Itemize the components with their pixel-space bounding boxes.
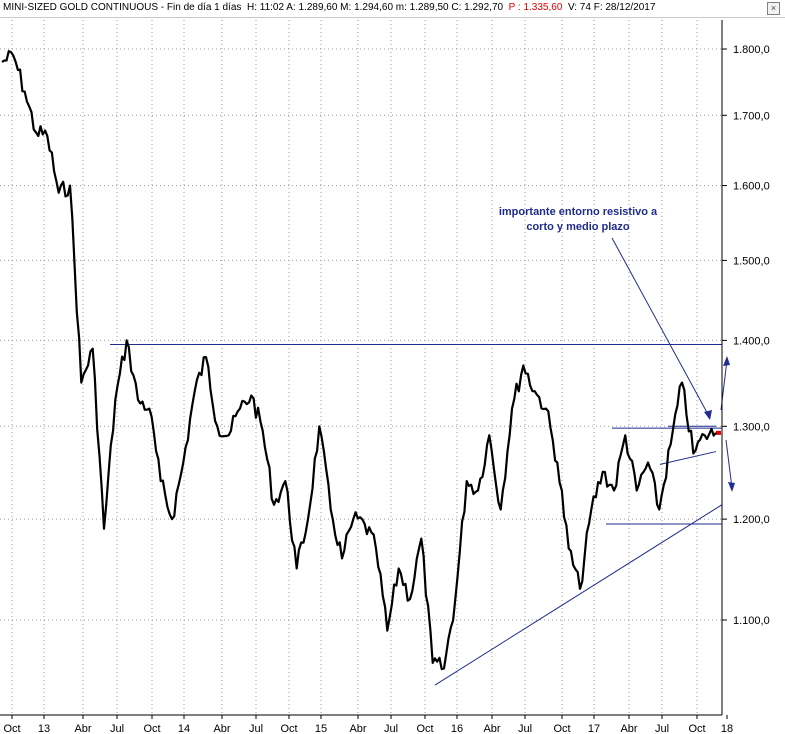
last-price-marker — [716, 430, 721, 435]
x-tick-label: Jul — [384, 723, 398, 734]
price-line — [1, 50, 717, 671]
x-tick-label: 15 — [315, 723, 327, 734]
y-tick-label: 1.200,0 — [733, 514, 770, 526]
x-tick-label: Oct — [688, 723, 705, 734]
x-tick-label: Abr — [620, 723, 637, 734]
annotation-line-2: corto y medio plazo — [526, 221, 630, 233]
price-series — [1, 50, 717, 671]
x-tick-label: Jul — [655, 723, 669, 734]
ohlc-stats: H: 11:02 A: 1.289,60 M: 1.294,60 m: 1.28… — [246, 2, 504, 13]
x-tick-label: Oct — [416, 723, 433, 734]
chart-header: MINI-SIZED GOLD CONTINUOUS - Fin de día … — [0, 0, 785, 18]
x-tick-label: Oct — [280, 723, 297, 734]
y-tick-label: 1.300,0 — [733, 421, 770, 433]
instrument-name: MINI-SIZED GOLD CONTINUOUS — [3, 2, 159, 13]
annotation-arrowhead — [704, 410, 712, 420]
annotation-line-1: importante entorno resistivo a — [499, 206, 658, 218]
y-tick-label: 1.400,0 — [733, 335, 770, 347]
y-tick-label: 1.700,0 — [733, 110, 770, 122]
x-axis: Oct 13 Abr Jul Oct 14 Abr Jul Oct 15 Abr Jul Oct 16 Ab… — [0, 714, 733, 734]
y-axis: 1.800,0 1.700,0 1.600,0 1.500,0 1.400,0 1.300… — [721, 20, 770, 715]
x-tick-label: Jul — [249, 723, 263, 734]
y-tick-label: 1.800,0 — [733, 44, 770, 56]
x-tick-label: Abr — [213, 723, 230, 734]
grid — [0, 20, 722, 715]
x-tick-label: Oct — [3, 723, 20, 734]
trendlines — [110, 237, 735, 686]
x-tick-label: Abr — [483, 723, 500, 734]
breakout-up-arrowhead — [723, 356, 730, 366]
x-tick-label: Jul — [518, 723, 532, 734]
x-tick-label: Abr — [349, 723, 366, 734]
x-tick-label: Jul — [110, 723, 124, 734]
x-tick-label: 14 — [178, 723, 190, 734]
triangle-lower-line — [659, 451, 717, 465]
y-tick-label: 1.600,0 — [733, 181, 770, 193]
last-price: P : 1.335,60 — [508, 2, 563, 13]
breakdown-arrow — [725, 439, 733, 489]
x-tick-label: 18 — [721, 723, 733, 734]
breakdown-arrowhead — [728, 482, 735, 492]
volume-date: V: 74 F: 28/12/2017 — [567, 2, 656, 13]
annotation-pointer — [611, 237, 711, 419]
period-label: Fin de día 1 días — [166, 2, 242, 13]
support-trendline — [434, 504, 723, 686]
x-tick-label: Oct — [143, 723, 160, 734]
x-tick-label: Oct — [553, 723, 570, 734]
x-tick-label: 17 — [588, 723, 600, 734]
close-icon[interactable]: × — [767, 2, 780, 15]
y-tick-label: 1.100,0 — [733, 615, 770, 627]
y-tick-label: 1.500,0 — [733, 255, 770, 267]
x-tick-label: 13 — [38, 723, 50, 734]
x-tick-label: Abr — [74, 723, 91, 734]
x-tick-label: 16 — [451, 723, 463, 734]
header-info: MINI-SIZED GOLD CONTINUOUS - Fin de día … — [3, 2, 656, 13]
